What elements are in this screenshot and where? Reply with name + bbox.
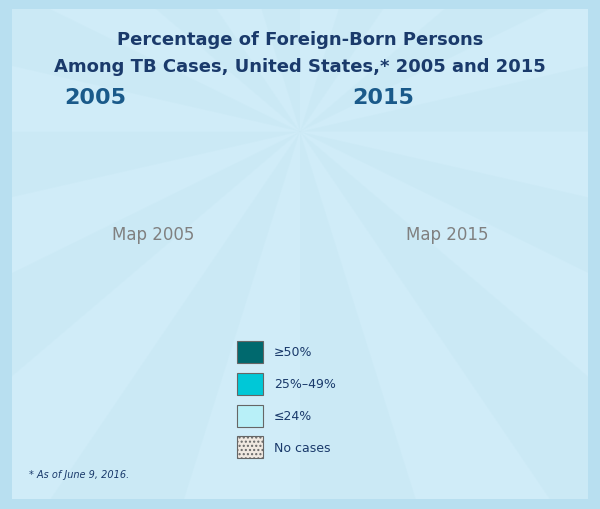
Wedge shape [0,132,300,509]
Text: Map 2015: Map 2015 [406,225,488,243]
FancyBboxPatch shape [236,437,263,459]
Wedge shape [0,0,300,132]
FancyBboxPatch shape [236,341,263,363]
Text: Map 2005: Map 2005 [112,225,194,243]
Text: ≤24%: ≤24% [274,409,313,422]
Wedge shape [300,132,600,509]
Wedge shape [0,0,300,132]
Wedge shape [300,0,600,132]
Wedge shape [0,132,300,322]
Text: No cases: No cases [274,441,331,454]
Text: 2015: 2015 [353,88,415,108]
FancyBboxPatch shape [236,405,263,427]
Wedge shape [300,0,600,132]
Text: 2005: 2005 [65,88,127,108]
Wedge shape [300,132,524,509]
Wedge shape [300,132,600,499]
Wedge shape [0,132,300,509]
FancyBboxPatch shape [4,3,596,506]
Text: Among TB Cases, United States,* 2005 and 2015: Among TB Cases, United States,* 2005 and… [54,58,546,75]
Wedge shape [76,0,300,132]
Text: ≥50%: ≥50% [274,346,313,359]
FancyBboxPatch shape [236,373,263,395]
Text: Percentage of Foreign-Born Persons: Percentage of Foreign-Born Persons [117,31,483,48]
Text: 25%–49%: 25%–49% [274,378,336,390]
Text: * As of June 9, 2016.: * As of June 9, 2016. [29,469,130,479]
Wedge shape [300,0,600,132]
